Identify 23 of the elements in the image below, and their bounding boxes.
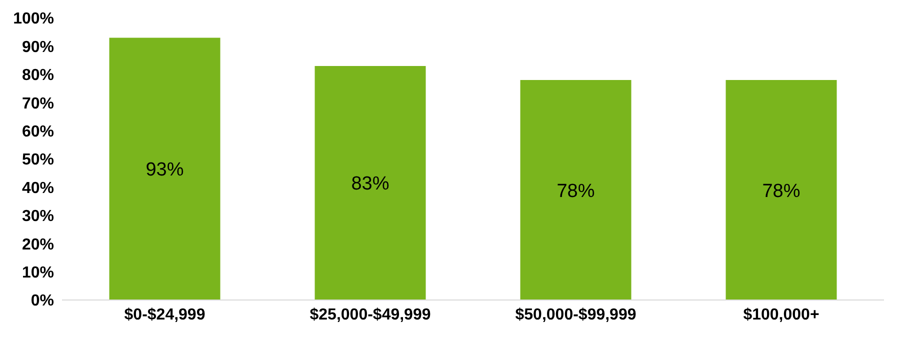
- y-tick-label: 90%: [22, 38, 54, 56]
- y-tick-label: 80%: [22, 67, 54, 84]
- data-label: 78%: [762, 180, 800, 202]
- y-tick-label: 30%: [22, 208, 54, 226]
- x-tick-label: $50,000-$99,999: [515, 306, 636, 324]
- y-tick-label: 20%: [22, 236, 54, 254]
- x-tick-label: $25,000-$49,999: [310, 306, 431, 324]
- bar: [109, 38, 220, 300]
- y-tick-label: 100%: [13, 10, 54, 28]
- y-tick-label: 40%: [22, 180, 54, 197]
- y-tick-label: 50%: [22, 152, 54, 169]
- x-tick-label: $100,000+: [743, 306, 820, 324]
- x-tick-label: $0-$24,999: [124, 306, 206, 324]
- y-tick-label: 0%: [30, 292, 54, 310]
- bar: [726, 80, 837, 300]
- y-tick-label: 70%: [22, 95, 54, 112]
- bar: [314, 66, 426, 300]
- y-tick-label: 10%: [22, 264, 54, 282]
- data-label: 78%: [556, 180, 595, 202]
- data-label: 93%: [146, 160, 184, 181]
- bar: [520, 80, 632, 300]
- data-label: 83%: [351, 174, 390, 195]
- y-tick-label: 60%: [22, 123, 54, 140]
